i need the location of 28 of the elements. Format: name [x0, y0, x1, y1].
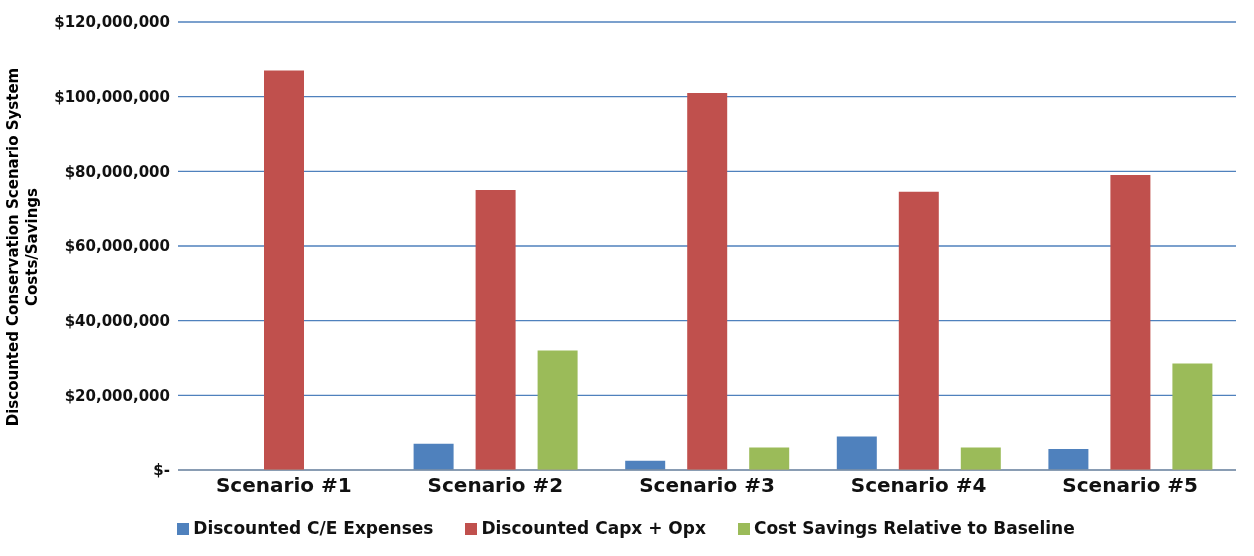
x-tick-label: Scenario #1 [215, 473, 352, 498]
y-tick-label: $60,000,000 [64, 237, 170, 256]
bar [1110, 175, 1151, 470]
x-tick-label: Scenario #5 [1062, 473, 1199, 498]
y-tick-label: $20,000,000 [64, 386, 170, 405]
x-tick-label: Scenario #3 [639, 473, 775, 498]
bar [413, 443, 454, 470]
y-tick-label: $40,000,000 [64, 311, 170, 330]
legend-label: Cost Savings Relative to Baseline [753, 518, 1075, 538]
bar [749, 447, 790, 470]
bar [836, 436, 877, 470]
bar [1172, 363, 1213, 470]
legend-label: Discounted Capx + Opx [481, 518, 706, 538]
y-tick-label: $- [153, 461, 170, 480]
y-tick-label: $80,000,000 [64, 162, 170, 181]
bar [1048, 449, 1089, 470]
bar [264, 70, 304, 470]
bar [537, 350, 578, 470]
x-tick-label: Scenario #4 [850, 473, 987, 498]
legend-label: Discounted C/E Expenses [193, 518, 434, 538]
y-axis-title: Discounted Conservation Scenario System Costs/Savings [4, 66, 42, 429]
y-tick-label: $120,000,000 [54, 13, 170, 32]
bar [687, 92, 728, 470]
y-tick-label: $100,000,000 [54, 87, 170, 106]
x-tick-label: Scenario #2 [427, 473, 564, 498]
bar [898, 191, 939, 470]
bar [960, 447, 1001, 470]
bar [475, 190, 516, 470]
